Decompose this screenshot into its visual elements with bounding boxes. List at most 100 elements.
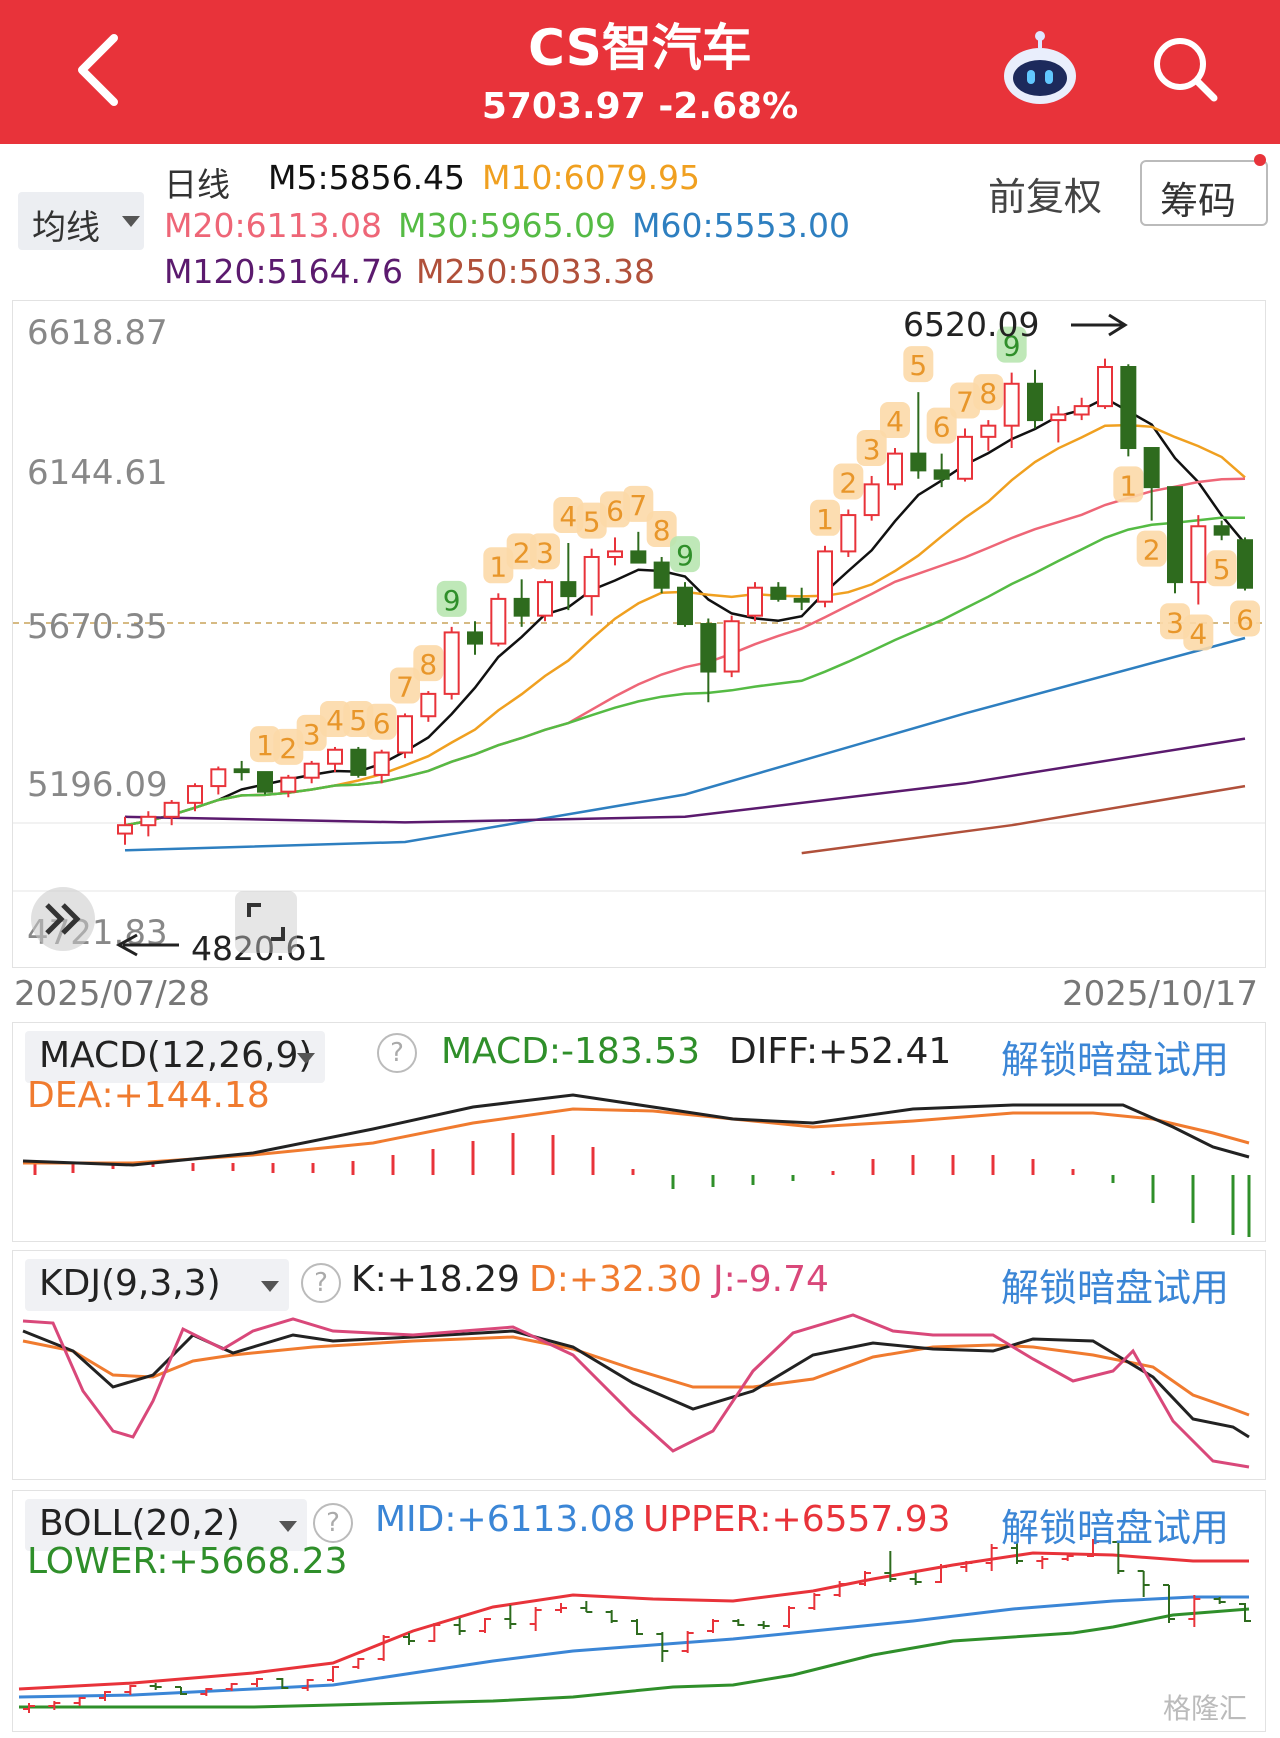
td-count-marker: 9 xyxy=(670,536,700,573)
candle-body xyxy=(1097,366,1113,408)
candle xyxy=(397,713,413,759)
candle xyxy=(117,816,133,845)
candle-body xyxy=(280,776,297,793)
boll-panel[interactable]: BOLL(20,2) ? MID:+6113.08 UPPER:+6557.93… xyxy=(12,1490,1266,1732)
td-count-marker: 1 xyxy=(1113,466,1144,503)
candle xyxy=(653,556,670,594)
ma60-value: M60:5553.00 xyxy=(632,206,851,245)
td-count-label: 2 xyxy=(839,466,857,499)
candle xyxy=(583,548,600,616)
boll-ohlc-tick xyxy=(960,1561,973,1572)
td-count-label: 1 xyxy=(1119,469,1137,502)
date-start-label: 2025/07/28 xyxy=(14,974,210,1014)
unlock-trial-link[interactable]: 解锁暗盘试用 xyxy=(1001,1506,1230,1550)
ma-type-label: 均线 xyxy=(32,208,100,248)
boll-ohlc-tick xyxy=(352,1658,365,1669)
candle-body xyxy=(420,692,437,718)
boll-ohlc-tick xyxy=(48,1701,61,1710)
back-arrow-icon[interactable] xyxy=(70,30,130,110)
price-adjust-toggle[interactable]: 前复权 xyxy=(988,175,1103,219)
candle-body xyxy=(467,631,483,645)
candle-body xyxy=(1073,405,1090,416)
candle-body xyxy=(490,597,507,645)
candle-body xyxy=(397,715,413,754)
help-icon[interactable]: ? xyxy=(377,1033,417,1073)
boll-ohlc-tick xyxy=(1137,1570,1150,1597)
y-axis-label-2: 6144.61 xyxy=(27,453,168,493)
notification-dot xyxy=(1254,154,1266,166)
candle xyxy=(607,537,623,566)
candle-body xyxy=(187,785,203,804)
candle-body xyxy=(793,597,810,603)
help-icon[interactable]: ? xyxy=(313,1503,353,1543)
candle xyxy=(1237,537,1253,591)
macd-chart xyxy=(22,1093,1251,1237)
candle-body xyxy=(560,581,577,598)
td-count-marker: 3 xyxy=(1160,603,1190,640)
candle xyxy=(817,545,833,608)
boll-ohlc-tick xyxy=(99,1691,111,1701)
search-icon[interactable] xyxy=(1150,34,1220,104)
boll-ohlc-tick xyxy=(1011,1543,1023,1564)
td-count-label: 3 xyxy=(1166,606,1184,639)
macd-indicator-dropdown[interactable]: MACD(12,26,9) xyxy=(25,1031,325,1083)
candle-body xyxy=(607,550,623,558)
candle xyxy=(560,543,577,611)
expand-left-button[interactable] xyxy=(31,887,95,951)
td-count-label: 7 xyxy=(956,385,974,418)
boll-indicator-dropdown[interactable]: BOLL(20,2) xyxy=(25,1499,307,1551)
candle xyxy=(537,579,553,622)
candle-body xyxy=(117,824,133,835)
period-low-label: 4820.61 xyxy=(191,929,328,968)
td-count-marker: 8 xyxy=(413,645,444,682)
kdj-panel[interactable]: KDJ(9,3,3) ? K:+18.29 D:+32.30 J:-9.74 解… xyxy=(12,1250,1266,1480)
td-count-marker: 5 xyxy=(576,502,607,539)
td-count-marker: 9 xyxy=(436,580,467,617)
candle xyxy=(723,615,740,678)
td-count-marker: 3 xyxy=(296,714,327,751)
j-line xyxy=(22,1313,1250,1469)
macd-panel[interactable]: MACD(12,26,9) ? MACD:-183.53 DIFF:+52.41… xyxy=(12,1022,1266,1242)
help-icon[interactable]: ? xyxy=(301,1263,341,1303)
boll-chart xyxy=(18,1539,1251,1713)
boll-mid-line xyxy=(18,1595,1249,1699)
candle-body xyxy=(1167,486,1183,584)
td-count-label: 2 xyxy=(1143,534,1161,567)
boll-lower-value: LOWER:+5668.23 xyxy=(27,1541,348,1582)
td-count-marker: 6 xyxy=(926,407,957,444)
boll-ohlc-tick xyxy=(656,1632,669,1662)
td-count-label: 6 xyxy=(606,494,624,527)
boll-ohlc-tick xyxy=(301,1679,314,1691)
d-line xyxy=(22,1335,1250,1417)
candle-body xyxy=(1003,382,1020,427)
boll-ohlc-tick xyxy=(707,1619,719,1633)
td-count-marker: 3 xyxy=(530,533,560,570)
chips-button[interactable]: 筹码 xyxy=(1140,160,1268,226)
td-count-marker: 2 xyxy=(506,533,537,570)
ma-type-dropdown[interactable]: 均线 xyxy=(18,192,144,250)
boll-ohlc-tick xyxy=(428,1623,441,1642)
boll-ohlc-tick xyxy=(555,1603,567,1613)
candle xyxy=(957,428,973,482)
boll-ohlc-tick xyxy=(935,1564,947,1583)
candle-body xyxy=(350,748,367,776)
candle xyxy=(1167,486,1183,594)
td-count-label: 3 xyxy=(303,718,321,751)
fullscreen-button[interactable] xyxy=(235,891,297,953)
td-count-marker: 4 xyxy=(880,402,910,439)
candle-body xyxy=(677,586,693,626)
ai-robot-icon[interactable] xyxy=(1000,30,1080,110)
kdj-indicator-dropdown[interactable]: KDJ(9,3,3) xyxy=(25,1259,289,1311)
candle-body xyxy=(723,620,740,673)
candle xyxy=(490,593,507,647)
candle xyxy=(1120,364,1137,457)
unlock-trial-link[interactable]: 解锁暗盘试用 xyxy=(1001,1266,1230,1310)
y-axis-label-top: 6618.87 xyxy=(27,313,168,353)
td-count-label: 9 xyxy=(1003,330,1021,363)
unlock-trial-link[interactable]: 解锁暗盘试用 xyxy=(1001,1038,1230,1082)
boll-ohlc-tick xyxy=(73,1697,86,1706)
boll-ohlc-tick xyxy=(833,1581,846,1597)
boll-ohlc-tick xyxy=(377,1635,390,1661)
